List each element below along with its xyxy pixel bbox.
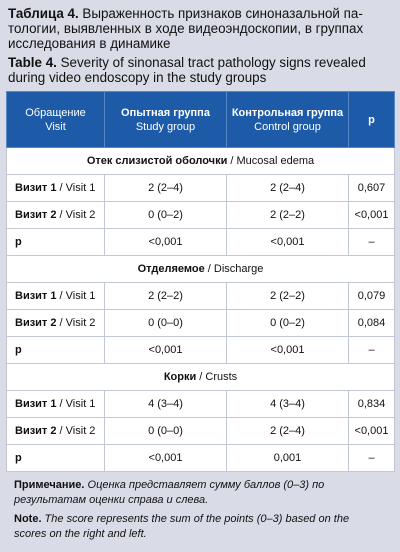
section-header-row: Корки / Crusts xyxy=(6,363,395,391)
caption-russian: Таблица 4. Выраженность признаков синона… xyxy=(8,6,394,51)
note-russian: Примечание. Оценка представляет сумму ба… xyxy=(14,479,325,506)
cell-p-value: – xyxy=(348,444,395,472)
cell-study-group: 0 (0–2) xyxy=(104,201,227,229)
cell-p-value: <0,001 xyxy=(348,201,395,229)
section-title: Отделяемое / Discharge xyxy=(6,255,395,283)
header-study-group: Опытная группа Study group xyxy=(104,91,227,148)
row-label: p xyxy=(6,444,105,472)
cell-study-group: <0,001 xyxy=(104,336,227,364)
cell-control-group: 0 (0–2) xyxy=(226,309,349,337)
header-control-group: Контрольная группа Control group xyxy=(226,91,349,148)
section-header-row: Отек слизистой оболочки / Mucosal edema xyxy=(6,147,395,175)
cell-study-group: 2 (2–2) xyxy=(104,282,227,310)
row-label: Визит 2 / Visit 2 xyxy=(6,417,105,445)
cell-p-value: 0,079 xyxy=(348,282,395,310)
note-english: Note. The score represents the sum of th… xyxy=(14,513,350,540)
caption-english: Table 4. Severity of sinonasal tract pat… xyxy=(8,55,394,85)
caption-russian-label: Таблица 4. xyxy=(8,6,79,21)
caption-english-text: Severity of sinonasal tract pathology si… xyxy=(8,55,366,85)
caption-english-label: Table 4. xyxy=(8,55,57,70)
cell-control-group: <0,001 xyxy=(226,336,349,364)
results-table: Обращение Visit Опытная группа Study group… xyxy=(6,91,395,472)
row-label: Визит 2 / Visit 2 xyxy=(6,201,105,229)
section-title: Отек слизистой оболочки / Mucosal edema xyxy=(6,147,395,175)
cell-study-group: 0 (0–0) xyxy=(104,417,227,445)
header-visit: Обращение Visit xyxy=(6,91,105,148)
cell-control-group: 2 (2–4) xyxy=(226,417,349,445)
row-label: Визит 1 / Visit 1 xyxy=(6,282,105,310)
cell-p-value: – xyxy=(348,228,395,256)
table-row: p <0,001 <0,001– xyxy=(6,228,395,256)
cell-p-value: 0,834 xyxy=(348,390,395,418)
cell-study-group: <0,001 xyxy=(104,228,227,256)
cell-study-group: <0,001 xyxy=(104,444,227,472)
cell-p-value: – xyxy=(348,336,395,364)
row-label: p xyxy=(6,336,105,364)
caption-russian-text: Выраженность признаков синоназальной па-… xyxy=(8,6,364,51)
cell-control-group: 0,001 xyxy=(226,444,349,472)
table-header-row: Обращение Visit Опытная группа Study group… xyxy=(6,91,395,148)
row-label: p xyxy=(6,228,105,256)
row-label: Визит 1 / Visit 1 xyxy=(6,174,105,202)
cell-control-group: <0,001 xyxy=(226,228,349,256)
table-row: p <0,001 0,001– xyxy=(6,444,395,472)
cell-p-value: 0,607 xyxy=(348,174,395,202)
row-label: Визит 2 / Visit 2 xyxy=(6,309,105,337)
row-label: Визит 1 / Visit 1 xyxy=(6,390,105,418)
table-notes: Примечание. Оценка представляет сумму ба… xyxy=(14,478,384,542)
cell-study-group: 2 (2–4) xyxy=(104,174,227,202)
cell-p-value: <0,001 xyxy=(348,417,395,445)
section-header-row: Отделяемое / Discharge xyxy=(6,255,395,283)
cell-control-group: 2 (2–4) xyxy=(226,174,349,202)
cell-control-group: 2 (2–2) xyxy=(226,201,349,229)
cell-control-group: 4 (3–4) xyxy=(226,390,349,418)
header-p-value: p xyxy=(348,91,395,148)
table-row: p <0,001 <0,001– xyxy=(6,336,395,364)
cell-study-group: 4 (3–4) xyxy=(104,390,227,418)
section-title: Корки / Crusts xyxy=(6,363,395,391)
cell-p-value: 0,084 xyxy=(348,309,395,337)
cell-study-group: 0 (0–0) xyxy=(104,309,227,337)
cell-control-group: 2 (2–2) xyxy=(226,282,349,310)
